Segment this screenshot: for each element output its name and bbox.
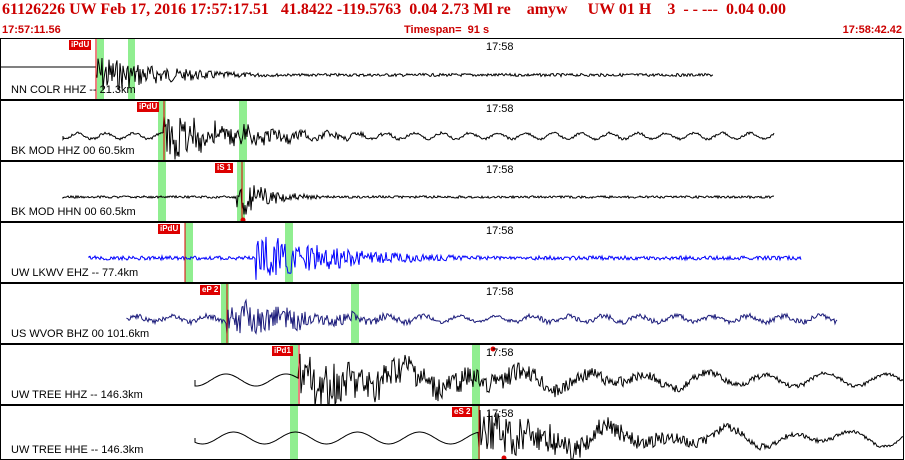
minute-tick-label: 17:58 [486,225,514,237]
pick-window [221,284,229,343]
minute-tick-label: 17:58 [486,408,514,420]
seismogram-panel-colr-hhz[interactable]: 17:58 iPdU NN COLR HHZ -- 21.3km [0,38,904,100]
channel-label: NN COLR HHZ -- 21.3km [11,84,136,96]
channel-label: UW TREE HHE -- 146.3km [11,444,144,456]
waveform-trace [194,345,903,404]
seismogram-panel-mod-hhz[interactable]: 17:58 iPdU BK MOD HHZ 00 60.5km [0,100,904,161]
phase-pick-flag[interactable]: iPdU [137,102,160,112]
pick-window [158,101,166,160]
channel-label: BK MOD HHN 00 60.5km [11,206,136,218]
pick-window [97,39,104,99]
seismogram-panel-tree-hhz[interactable]: 17:58 iPd1 UW TREE HHZ -- 146.3km [0,344,904,405]
start-time-label: 17:57:11.56 [2,24,61,36]
waveform-line [194,409,903,459]
timespan-label: Timespan= 91 s [404,24,490,36]
waveform-trace [126,284,838,343]
minute-tick-label: 17:58 [486,164,514,176]
channel-label: UW LKWV EHZ -- 77.4km [11,267,139,279]
minute-tick-label: 17:58 [486,286,514,298]
pick-window [290,345,298,404]
waveform-line [88,236,802,280]
minute-tick-label: 17:58 [486,41,514,53]
phase-pick-flag[interactable]: eS 2 [452,407,473,417]
phase-pick-flag[interactable]: iPd1 [272,346,293,356]
phase-pick-flag[interactable]: iS 1 [215,163,234,173]
event-summary-line: 61126226 UW Feb 17, 2016 17:57:17.51 41.… [2,1,786,18]
phase-pick-flag[interactable]: iPdU [69,40,92,50]
s-marker [240,217,246,221]
waveform-trace [88,223,802,282]
seismogram-panel-wvor-bhz[interactable]: 17:58 eP 2 US WVOR BHZ 00 101.6km [0,283,904,344]
seismogram-panel-tree-hhe[interactable]: 17:58 eS 2 UW TREE HHE -- 146.3km [0,405,904,460]
phase-pick-flag[interactable]: eP 2 [200,285,221,295]
waveform-line [62,116,775,160]
end-time-label: 17:58:42.42 [842,24,902,36]
seismogram-panels: 17:58 iPdU NN COLR HHZ -- 21.3km 17:58 i… [0,38,905,460]
pick-window [472,345,480,404]
phase-pick-flag[interactable]: iPdU [158,224,181,234]
channel-label: US WVOR BHZ 00 101.6km [11,328,150,340]
seismogram-panel-lkwv-ehz[interactable]: 17:58 iPdU UW LKWV EHZ -- 77.4km [0,222,904,283]
seismogram-panel-mod-hhn[interactable]: 17:58 iS 1 BK MOD HHN 00 60.5km [0,161,904,222]
pick-window [185,223,193,282]
minute-tick-label: 17:58 [486,103,514,115]
s-marker [501,455,507,459]
channel-label: BK MOD HHZ 00 60.5km [11,145,135,157]
minute-tick-label: 17:58 [486,347,514,359]
channel-label: UW TREE HHZ -- 146.3km [11,389,143,401]
event-header: 61126226 UW Feb 17, 2016 17:57:17.51 41.… [0,0,905,38]
waveform-trace [62,162,775,221]
waveform-trace [194,406,903,459]
pick-window [285,223,293,282]
pick-window [158,162,166,221]
waveform-trace [62,101,775,160]
s-marker [490,346,496,352]
waveform-line [1,57,714,91]
waveform-line [62,185,775,215]
waveform-trace [1,39,714,99]
waveform-line [126,298,838,335]
waveform-line [194,353,903,404]
